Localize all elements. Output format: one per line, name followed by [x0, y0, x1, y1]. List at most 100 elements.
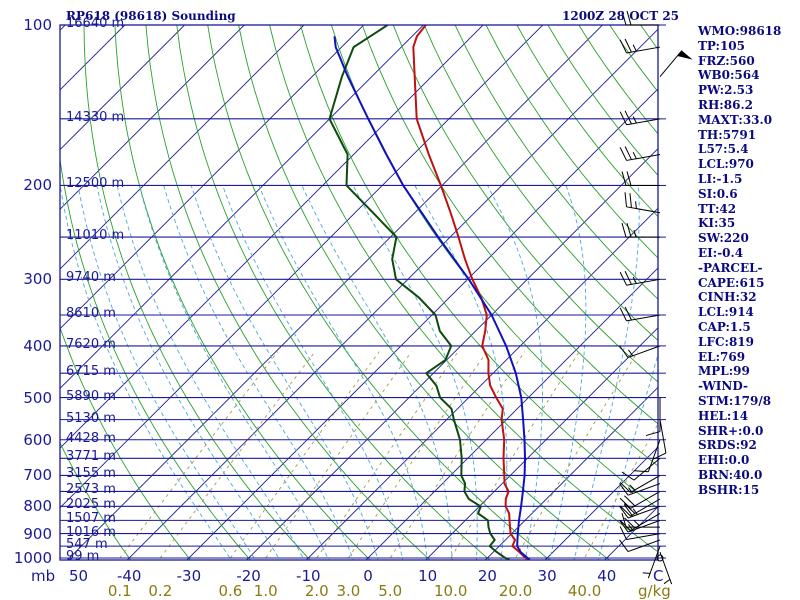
sounding-index: EL:769 — [698, 349, 746, 364]
isotherm-line — [126, 28, 658, 560]
mixing-ratio-tick-label: 40.0 — [567, 582, 602, 600]
mixing-ratio-tick-label: 20.0 — [498, 582, 533, 600]
pressure-tick-label: 400 — [23, 336, 52, 355]
mixing-ratio-tick-label: 0.2 — [148, 582, 173, 600]
plot-frame — [59, 24, 659, 561]
mixing-ratio-line — [158, 351, 316, 560]
height-label: 5130 m — [66, 410, 116, 426]
isotherm-line — [484, 386, 658, 560]
wind-barb — [619, 483, 661, 496]
wind-barb — [619, 475, 661, 493]
sounding-index: EHI:0.0 — [698, 453, 750, 468]
wind-barb — [633, 439, 661, 473]
temperature-tick-label: -20 — [236, 567, 261, 585]
temperature-unit-label: C — [653, 567, 664, 585]
moist-adiabat-line — [116, 185, 305, 560]
sounding-index: TH:5791 — [698, 127, 757, 142]
wind-barb — [621, 171, 660, 186]
height-label: 5890 m — [66, 388, 116, 404]
temperature-tick-label: -10 — [296, 567, 321, 585]
temperature-tick-label: 40 — [597, 567, 617, 585]
dry-adiabat-line — [764, 25, 800, 569]
height-label: 3771 m — [66, 449, 116, 465]
sounding-index: LFC:819 — [698, 334, 754, 349]
height-label: 2025 m — [66, 497, 116, 513]
moist-adiabat-line — [352, 185, 478, 560]
mixing-ratio-line — [314, 351, 459, 560]
wind-barb — [656, 554, 664, 562]
mixing-ratio-tick-label: 10.0 — [434, 582, 468, 600]
sounding-index: CAPE:615 — [698, 275, 765, 290]
moist-adiabat-line — [77, 185, 256, 560]
moist-adiabat-line — [258, 185, 428, 560]
chart-timestamp: 1200Z 28 OCT 25 — [562, 9, 680, 23]
isotherm-line — [60, 25, 365, 330]
wind-barbs — [619, 10, 693, 585]
mixing-ratio-unit-label: g/kg — [638, 582, 671, 600]
wind-barb — [619, 539, 661, 553]
background-grid — [60, 25, 800, 569]
wind-barb — [619, 38, 661, 54]
sounding-index: L57:5.4 — [698, 142, 749, 157]
dry-adiabat-line — [423, 25, 658, 342]
dry-adiabat-line — [361, 25, 658, 425]
height-label: 1016 m — [66, 524, 116, 540]
sounding-index: KI:35 — [698, 216, 736, 231]
isotherm-line — [305, 207, 658, 560]
wind-barb — [642, 545, 661, 579]
dry-adiabat-line — [269, 25, 658, 553]
temperature-tick-label: 30 — [537, 567, 557, 585]
dry-adiabat-line — [238, 25, 611, 560]
height-label: 547 m — [66, 537, 108, 553]
isotherm-line — [365, 267, 658, 560]
pressure-tick-label: 800 — [23, 497, 52, 516]
pressure-tick-label: 500 — [23, 388, 52, 407]
dry-adiabat-line — [795, 25, 800, 569]
mixing-ratio-line — [448, 351, 580, 560]
temperature-tick-label: 10 — [418, 567, 438, 585]
mixing-ratio-line — [582, 423, 658, 560]
sounding-index: HEL:14 — [698, 408, 749, 423]
isotherm-line — [186, 88, 658, 560]
wind-barb — [619, 526, 661, 541]
wind-barb — [619, 504, 661, 519]
sounding-index: SRDS:92 — [698, 438, 757, 453]
dry-adiabat-line — [330, 25, 658, 467]
wind-barb — [619, 345, 661, 358]
pressure-tick-label: 1000 — [13, 549, 52, 567]
dry-adiabat-line — [578, 25, 658, 135]
moist-adiabat-line — [190, 185, 379, 560]
moist-adiabat-line — [138, 185, 330, 560]
wind-barb — [619, 306, 661, 322]
isotherm-line — [60, 25, 425, 390]
temperature-tick-label: -40 — [116, 567, 142, 585]
sounding-index: SI:0.6 — [698, 186, 738, 201]
dry-adiabat-line — [300, 25, 658, 510]
mixing-ratio-tick-label: 0.6 — [218, 582, 243, 600]
height-label: 16640 m — [66, 16, 125, 31]
height-label: 7620 m — [66, 336, 116, 352]
parcel-profile-line — [333, 36, 531, 560]
isotherm-line — [60, 25, 186, 151]
temperature-tick-label: -30 — [176, 567, 202, 585]
isotherm-line — [60, 25, 305, 270]
sounding-index: PW:2.53 — [698, 83, 754, 98]
dry-adiabat-line — [114, 25, 371, 560]
height-label: 11010 m — [66, 228, 125, 244]
mixing-ratio-line — [117, 351, 279, 560]
wind-barb — [659, 551, 673, 585]
sounding-index: CAP:1.5 — [698, 320, 751, 334]
dry-adiabat-line — [145, 25, 431, 560]
pressure-tick-label: 200 — [23, 176, 52, 195]
pressure-tick-label: 300 — [23, 270, 52, 289]
mixing-ratio-tick-label: 3.0 — [336, 582, 361, 600]
mixing-ratio-tick-label: 2.0 — [304, 582, 329, 600]
mixing-ratio-line — [228, 351, 380, 560]
sounding-index: BRN:40.0 — [698, 468, 763, 482]
pressure-tick-label: 900 — [23, 524, 52, 543]
mixing-ratio-line — [388, 351, 526, 560]
height-label: 14330 m — [66, 109, 125, 125]
moist-adiabat-line — [487, 185, 543, 560]
height-label: 4428 m — [66, 430, 116, 446]
dry-adiabat-line — [60, 441, 132, 560]
